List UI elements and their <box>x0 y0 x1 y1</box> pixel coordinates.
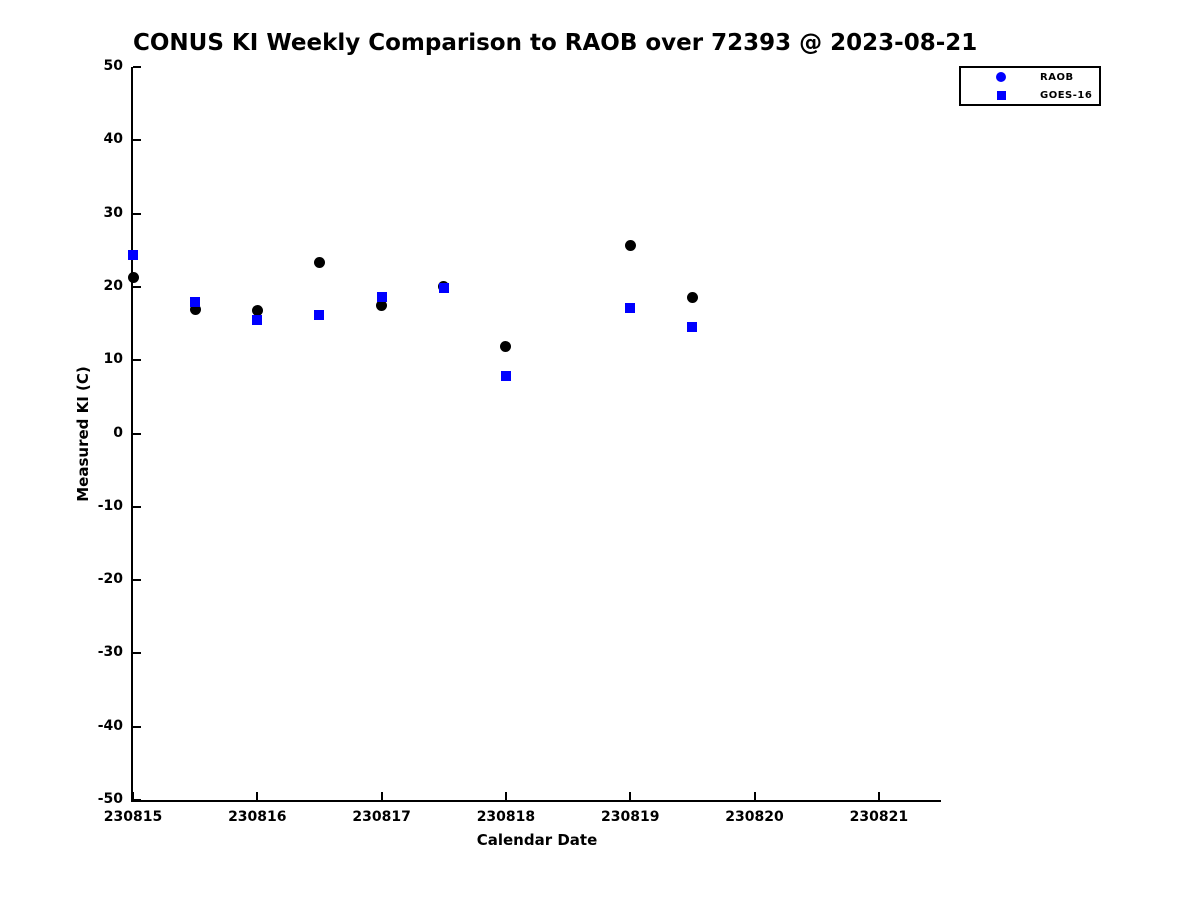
y-tick-label: -40 <box>97 717 123 734</box>
data-point-goes16 <box>252 314 263 325</box>
y-tick-label: -10 <box>97 497 123 514</box>
y-tick <box>133 579 141 582</box>
y-tick <box>133 432 141 435</box>
y-tick <box>133 505 141 508</box>
data-point-goes16 <box>376 292 387 303</box>
raob-circle-marker-icon <box>996 72 1006 82</box>
data-point-goes16 <box>625 303 636 314</box>
y-tick <box>133 799 141 801</box>
y-tick-label: 10 <box>103 351 123 368</box>
legend-label-goes16: GOES-16 <box>1040 89 1093 101</box>
x-tick <box>877 792 880 800</box>
y-tick-label: -20 <box>97 571 123 588</box>
x-tick-label: 230821 <box>849 809 909 825</box>
data-point-raob <box>376 300 388 312</box>
data-point-raob <box>624 240 636 252</box>
y-tick <box>133 725 141 728</box>
y-tick-label: -50 <box>97 791 123 807</box>
y-tick-label: 20 <box>103 277 123 294</box>
data-point-goes16 <box>687 322 698 333</box>
x-tick <box>753 792 756 800</box>
y-tick <box>133 285 141 288</box>
x-tick-label: 230820 <box>725 809 784 825</box>
data-point-raob <box>189 304 201 316</box>
y-tick <box>133 652 141 655</box>
x-tick <box>629 792 632 800</box>
data-point-goes16 <box>314 309 325 320</box>
y-tick <box>133 66 141 68</box>
x-tick-label: 230816 <box>228 809 287 825</box>
data-point-goes16 <box>438 283 449 294</box>
data-point-raob <box>500 340 512 352</box>
y-tick <box>133 359 141 362</box>
data-point-goes16 <box>190 296 201 307</box>
x-tick <box>380 792 383 800</box>
data-point-raob <box>686 292 698 304</box>
y-tick <box>133 212 141 215</box>
y-tick-label: 50 <box>103 58 123 74</box>
x-tick-label: 230819 <box>600 809 660 825</box>
chart-title: CONUS KI Weekly Comparison to RAOB over … <box>133 30 978 56</box>
data-point-raob <box>251 304 263 316</box>
y-axis-label: Measured KI (C) <box>74 366 92 502</box>
y-tick-label: 40 <box>103 131 123 148</box>
legend-item-goes16: GOES-16 <box>961 86 1099 104</box>
x-tick <box>256 792 259 800</box>
y-tick-label: 0 <box>113 424 123 441</box>
y-tick-label: 30 <box>103 204 123 221</box>
data-point-raob <box>127 271 139 283</box>
x-tick-label: 230818 <box>476 809 536 825</box>
y-tick-label: -30 <box>97 644 123 661</box>
data-point-raob <box>313 257 325 269</box>
legend-label-raob: RAOB <box>1040 71 1074 83</box>
data-point-goes16 <box>500 370 511 381</box>
plot-area: 230815 230816 230817 230818 230819 230820 2308… <box>98 58 941 825</box>
data-point-goes16 <box>128 249 138 260</box>
x-tick-label: 230815 <box>103 809 163 825</box>
goes16-square-marker-icon <box>997 90 1006 100</box>
legend: RAOB GOES-16 <box>959 66 1101 106</box>
y-tick <box>133 139 141 142</box>
x-tick-label: 230817 <box>352 809 411 825</box>
legend-item-raob: RAOB <box>961 68 1099 86</box>
x-tick <box>132 792 134 800</box>
x-axis-label: Calendar Date <box>476 831 598 849</box>
x-tick <box>504 792 507 800</box>
